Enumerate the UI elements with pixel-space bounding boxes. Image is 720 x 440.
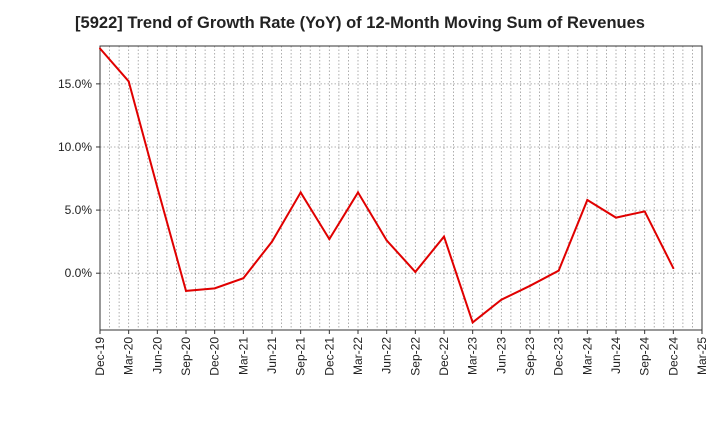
data-point — [156, 186, 159, 189]
data-point — [357, 191, 359, 194]
x-tick-label: Mar-20 — [122, 337, 136, 375]
data-point — [443, 235, 445, 238]
data-point — [185, 289, 187, 292]
y-tick-label: 10.0% — [58, 140, 92, 154]
data-point — [127, 80, 130, 83]
x-axis-ticks: Dec-19 Mar-20 Jun-20 Sep-20 Dec-20 Mar-21 Jun-… — [93, 330, 709, 376]
data-point — [213, 287, 216, 290]
x-tick-label: Jun-22 — [380, 337, 394, 374]
chart-title: [5922] Trend of Growth Rate (YoY) of 12-… — [75, 14, 645, 32]
y-tick-label: 15.0% — [58, 77, 92, 91]
data-point — [643, 210, 646, 213]
x-tick-label: Sep-22 — [408, 337, 422, 376]
x-tick-label: Mar-22 — [351, 337, 365, 375]
x-tick-label: Dec-19 — [93, 337, 107, 376]
y-axis-ticks: 0.0% 5.0% 10.0% 15.0% — [58, 77, 100, 280]
grid-lines — [100, 46, 702, 330]
plot-frame — [99, 45, 703, 331]
x-tick-label: Sep-20 — [179, 337, 193, 376]
data-point — [328, 238, 331, 241]
data-point — [299, 191, 302, 194]
x-tick-label: Sep-24 — [638, 337, 652, 376]
x-tick-label: Jun-24 — [609, 337, 623, 374]
x-tick-label: Dec-20 — [208, 337, 222, 376]
data-point — [615, 216, 617, 219]
y-tick-label: 0.0% — [65, 266, 93, 280]
x-tick-label: Jun-20 — [150, 337, 164, 374]
y-tick-label: 5.0% — [65, 203, 93, 217]
x-tick-label: Sep-21 — [294, 337, 308, 376]
data-point — [385, 239, 388, 242]
data-point — [500, 298, 503, 301]
data-point — [586, 198, 589, 201]
x-tick-label: Dec-21 — [322, 337, 336, 376]
x-tick-label: Dec-22 — [437, 337, 451, 376]
x-tick-label: Dec-24 — [666, 337, 680, 376]
series-layer — [99, 47, 675, 325]
data-point — [271, 240, 273, 243]
x-tick-label: Mar-21 — [236, 337, 250, 375]
data-point — [414, 270, 417, 273]
x-tick-label: Jun-23 — [494, 337, 508, 374]
data-point — [557, 269, 560, 272]
data-point — [471, 321, 474, 324]
x-tick-label: Mar-25 — [695, 337, 709, 375]
data-point — [672, 267, 675, 270]
x-tick-label: Mar-23 — [466, 337, 480, 375]
x-tick-label: Jun-21 — [265, 337, 279, 374]
data-point — [529, 284, 531, 287]
data-point — [242, 277, 245, 280]
plot-area — [100, 46, 702, 330]
x-tick-label: Dec-23 — [552, 337, 566, 376]
x-tick-label: Sep-23 — [523, 337, 537, 376]
x-tick-label: Mar-24 — [580, 337, 594, 375]
data-point — [99, 47, 101, 50]
